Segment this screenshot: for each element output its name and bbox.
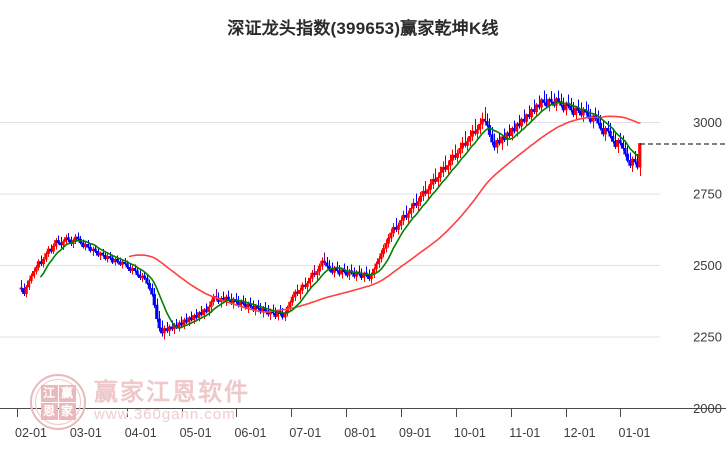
y-axis-tick-label: 2000 (693, 401, 722, 416)
candlestick-series (19, 90, 642, 340)
x-axis-tick-label: 09-01 (399, 426, 431, 440)
x-axis-tick-label: 05-01 (180, 426, 212, 440)
axis (0, 408, 726, 417)
x-axis-tick-label: 01-01 (619, 426, 651, 440)
x-axis-tick-label: 10-01 (454, 426, 486, 440)
x-axis-tick-label: 04-01 (125, 426, 157, 440)
ma-slow-line (128, 115, 641, 313)
y-axis-tick-label: 2250 (693, 330, 722, 345)
x-axis-tick-label: 07-01 (289, 426, 321, 440)
y-axis-tick-label: 2750 (693, 187, 722, 202)
x-axis-tick-label: 02-01 (15, 426, 47, 440)
y-axis-labels: 3000 2750 2500 2250 2000 (693, 115, 722, 416)
y-axis-tick-label: 2500 (693, 258, 722, 273)
x-axis-labels: 02-01 03-01 04-01 05-01 06-01 07-01 08-01 09-01… (15, 426, 651, 440)
x-axis-tick-label: 11-01 (509, 426, 540, 440)
page-title: 深证龙头指数(399653)赢家乾坤K线 (227, 19, 499, 38)
x-axis-tick-label: 08-01 (344, 426, 376, 440)
x-axis-tick-label: 06-01 (234, 426, 266, 440)
x-axis-tick-label: 03-01 (70, 426, 102, 440)
ma-fast-line (40, 101, 641, 329)
x-axis-tick-label: 12-01 (564, 426, 596, 440)
y-axis-tick-label: 3000 (693, 115, 722, 130)
grid-lines (0, 122, 660, 338)
